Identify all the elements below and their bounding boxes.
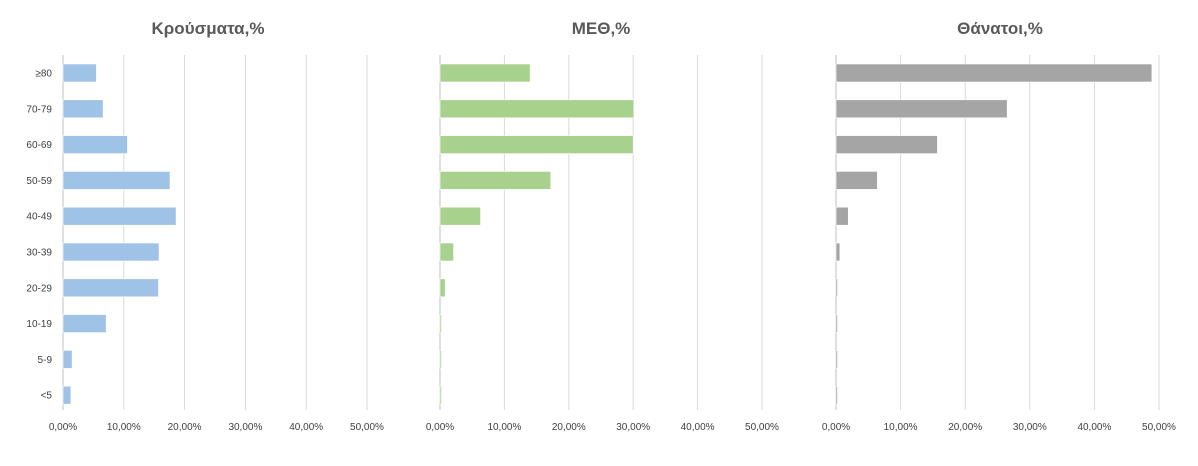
x-tick-label-icu-0: 0,00% xyxy=(426,422,454,433)
panel-icu: ΜΕΘ,% 0,00% 10,00% 20,00% 30,00% 40,00% 50,00% xyxy=(426,19,779,433)
y-category-label-1: 70-79 xyxy=(26,104,52,115)
chart-title-icu: ΜΕΘ,% xyxy=(572,19,631,38)
x-tick-label-deaths-2: 20,00% xyxy=(948,422,982,433)
bar-cases-3 xyxy=(62,171,171,190)
y-category-label-0: ≥80 xyxy=(35,69,52,80)
y-category-label-5: 30-39 xyxy=(26,248,52,259)
bar-cases-2 xyxy=(62,135,128,154)
x-tick-label-cases-0: 0,00% xyxy=(49,422,77,433)
bar-deaths-8 xyxy=(835,350,838,369)
bar-icu-3 xyxy=(439,171,552,190)
x-tick-label-cases-4: 40,00% xyxy=(289,422,323,433)
x-tick-label-icu-4: 40,00% xyxy=(681,422,715,433)
bar-deaths-5 xyxy=(835,242,841,262)
bar-icu-0 xyxy=(439,63,531,83)
x-tick-label-icu-3: 30,00% xyxy=(616,422,650,433)
panel-cases: Κρούσματα,% 0,00% 10,00% 20,00% 30,00% 40,00%… xyxy=(26,19,384,433)
bar-cases-6 xyxy=(62,278,159,298)
bar-icu-6 xyxy=(439,278,446,298)
bar-cases-9 xyxy=(62,385,72,405)
x-tick-label-cases-1: 10,00% xyxy=(107,422,141,433)
bar-cases-5 xyxy=(62,242,160,262)
y-category-label-8: 5-9 xyxy=(38,355,53,366)
bar-deaths-7 xyxy=(835,314,838,333)
x-tick-label-icu-1: 10,00% xyxy=(487,422,521,433)
y-category-label-7: 10-19 xyxy=(26,319,52,330)
bar-icu-8 xyxy=(439,350,442,369)
x-tick-label-icu-2: 20,00% xyxy=(552,422,586,433)
x-tick-label-cases-5: 50,00% xyxy=(350,422,384,433)
bar-icu-7 xyxy=(439,314,442,333)
bar-cases-7 xyxy=(62,314,107,333)
bar-deaths-6 xyxy=(835,278,838,298)
bar-deaths-2 xyxy=(835,135,938,154)
x-tick-label-deaths-4: 40,00% xyxy=(1077,422,1111,433)
x-tick-label-deaths-0: 0,00% xyxy=(822,422,850,433)
bar-deaths-4 xyxy=(835,206,849,226)
bar-cases-1 xyxy=(62,99,104,119)
bar-deaths-0 xyxy=(835,63,1153,83)
bar-deaths-3 xyxy=(835,171,878,190)
chart-title-cases: Κρούσματα,% xyxy=(152,19,265,38)
bar-icu-2 xyxy=(439,135,634,154)
x-tick-label-cases-3: 30,00% xyxy=(228,422,262,433)
y-category-label-2: 60-69 xyxy=(26,140,52,151)
bar-icu-1 xyxy=(439,99,635,119)
y-category-label-3: 50-59 xyxy=(26,176,52,187)
y-category-label-6: 20-29 xyxy=(26,283,52,294)
chart-title-deaths: Θάνατοι,% xyxy=(957,19,1043,38)
bar-deaths-1 xyxy=(835,99,1008,119)
panel-deaths: Θάνατοι,% 0,00% 10,00% 20,00% 30,00% 40,00% 50… xyxy=(822,19,1176,433)
bar-cases-4 xyxy=(62,206,177,226)
y-category-label-4: 40-49 xyxy=(26,212,52,223)
bar-icu-9 xyxy=(439,385,442,405)
bar-icu-4 xyxy=(439,206,481,226)
bar-cases-0 xyxy=(62,63,97,83)
x-tick-label-deaths-1: 10,00% xyxy=(884,422,918,433)
y-category-label-9: <5 xyxy=(41,391,53,402)
bar-cases-8 xyxy=(62,350,73,369)
bar-deaths-9 xyxy=(835,385,838,405)
x-tick-label-deaths-3: 30,00% xyxy=(1013,422,1047,433)
x-tick-label-deaths-5: 50,00% xyxy=(1142,422,1176,433)
bar-icu-5 xyxy=(439,242,454,262)
x-tick-label-cases-2: 20,00% xyxy=(168,422,202,433)
x-tick-label-icu-5: 50,00% xyxy=(745,422,779,433)
